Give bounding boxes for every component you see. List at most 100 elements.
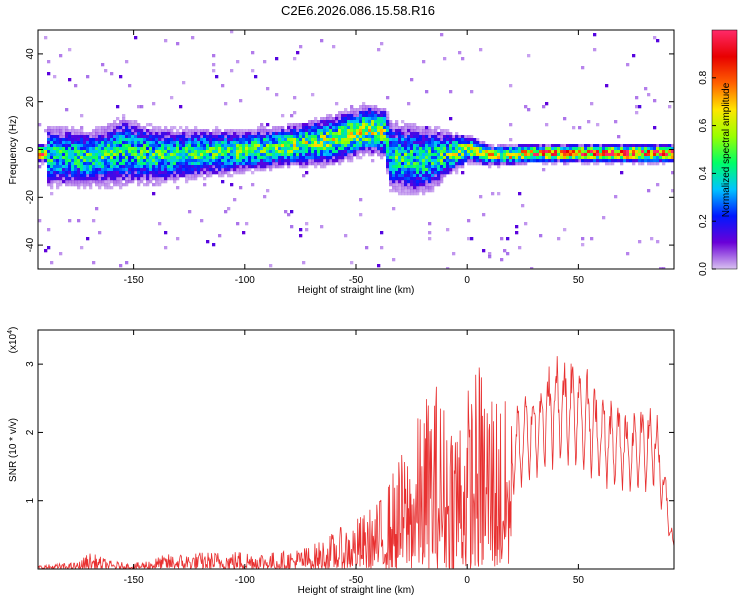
heatmap-cell [431, 132, 435, 136]
heatmap-cell [362, 117, 366, 121]
heatmap-cell [365, 120, 369, 124]
heatmap-cell [410, 162, 414, 166]
heatmap-cell [410, 159, 414, 163]
heatmap-cell [470, 138, 474, 142]
heatmap-cell [617, 144, 621, 148]
x-tick-label: -100 [235, 275, 255, 286]
heatmap-cell [521, 153, 525, 157]
heatmap-cell [395, 120, 399, 124]
heatmap-cell [191, 177, 195, 181]
heatmap-cell [218, 234, 222, 238]
heatmap-cell [650, 159, 654, 163]
heatmap-cell [119, 186, 123, 190]
heatmap-cell [185, 159, 189, 163]
heatmap-cell [329, 141, 333, 145]
heatmap-cell [179, 126, 183, 130]
heatmap-cell [317, 162, 321, 166]
heatmap-cell [383, 147, 387, 151]
heatmap-cell [464, 144, 468, 148]
heatmap-cell [149, 141, 153, 145]
heatmap-cell [221, 156, 225, 160]
heatmap-cell [128, 126, 132, 130]
heatmap-cell [44, 159, 48, 163]
heatmap-cell [317, 123, 321, 127]
heatmap-cell [278, 156, 282, 160]
heatmap-cell [257, 147, 261, 151]
heatmap-cell [50, 129, 54, 133]
heatmap-cell [410, 123, 414, 127]
heatmap-cell [527, 147, 531, 151]
heatmap-cell [341, 150, 345, 154]
heatmap-cell [182, 171, 186, 175]
heatmap-cell [434, 174, 438, 178]
heatmap-cell [146, 135, 150, 139]
heatmap-cell [101, 171, 105, 175]
heatmap-cell [68, 135, 72, 139]
heatmap-cell [500, 150, 504, 154]
heatmap-cell [398, 156, 402, 160]
heatmap-cell [182, 138, 186, 142]
heatmap-cell [311, 126, 315, 130]
heatmap-cell [122, 135, 126, 139]
heatmap-cell [185, 174, 189, 178]
heatmap-cell [365, 123, 369, 127]
heatmap-cell [215, 141, 219, 145]
heatmap-cell [296, 150, 300, 154]
heatmap-cell [308, 147, 312, 151]
heatmap-cell [587, 162, 591, 166]
heatmap-cell [101, 180, 105, 184]
heatmap-cell [107, 138, 111, 142]
heatmap-cell [167, 138, 171, 142]
heatmap-cell [146, 123, 150, 127]
x-tick-label: 0 [464, 575, 470, 586]
heatmap-cell [419, 135, 423, 139]
heatmap-cell [77, 183, 81, 187]
heatmap-cell [110, 153, 114, 157]
heatmap-cell [233, 153, 237, 157]
heatmap-cell [647, 93, 651, 97]
heatmap-cell [131, 153, 135, 157]
heatmap-cell [140, 159, 144, 163]
heatmap-cell [422, 162, 426, 166]
heatmap-cell [437, 183, 441, 187]
heatmap-cell [185, 162, 189, 166]
heatmap-cell [386, 111, 390, 115]
heatmap-cell [356, 126, 360, 130]
heatmap-cell [557, 144, 561, 148]
y-tick-label: 40 [25, 48, 36, 60]
heatmap-cell [404, 138, 408, 142]
heatmap-cell [95, 141, 99, 145]
heatmap-cell [506, 144, 510, 148]
heatmap-cell [377, 153, 381, 157]
heatmap-cell [152, 177, 156, 181]
heatmap-cell [401, 129, 405, 133]
heatmap-cell [71, 168, 75, 172]
heatmap-cell [503, 159, 507, 163]
heatmap-cell [533, 156, 537, 160]
heatmap-cell [161, 150, 165, 154]
heatmap-cell [347, 120, 351, 124]
heatmap-cell [194, 177, 198, 181]
heatmap-cell [407, 177, 411, 181]
heatmap-cell [395, 153, 399, 157]
heatmap-cell [137, 147, 141, 151]
heatmap-cell [161, 165, 165, 169]
heatmap-cell [167, 150, 171, 154]
heatmap-cell [299, 129, 303, 133]
heatmap-cell [542, 159, 546, 163]
heatmap-cell [386, 147, 390, 151]
heatmap-cell [110, 180, 114, 184]
heatmap-cell [194, 135, 198, 139]
heatmap-cell [245, 153, 249, 157]
heatmap-cell [557, 159, 561, 163]
heatmap-cell [566, 147, 570, 151]
heatmap-cell [185, 141, 189, 145]
heatmap-cell [68, 219, 72, 223]
heatmap-cell [419, 189, 423, 193]
heatmap-cell [125, 129, 129, 133]
heatmap-cell [197, 138, 201, 142]
heatmap-cell [128, 150, 132, 154]
heatmap-cell [413, 177, 417, 181]
heatmap-cell [422, 135, 426, 139]
heatmap-cell [68, 180, 72, 184]
